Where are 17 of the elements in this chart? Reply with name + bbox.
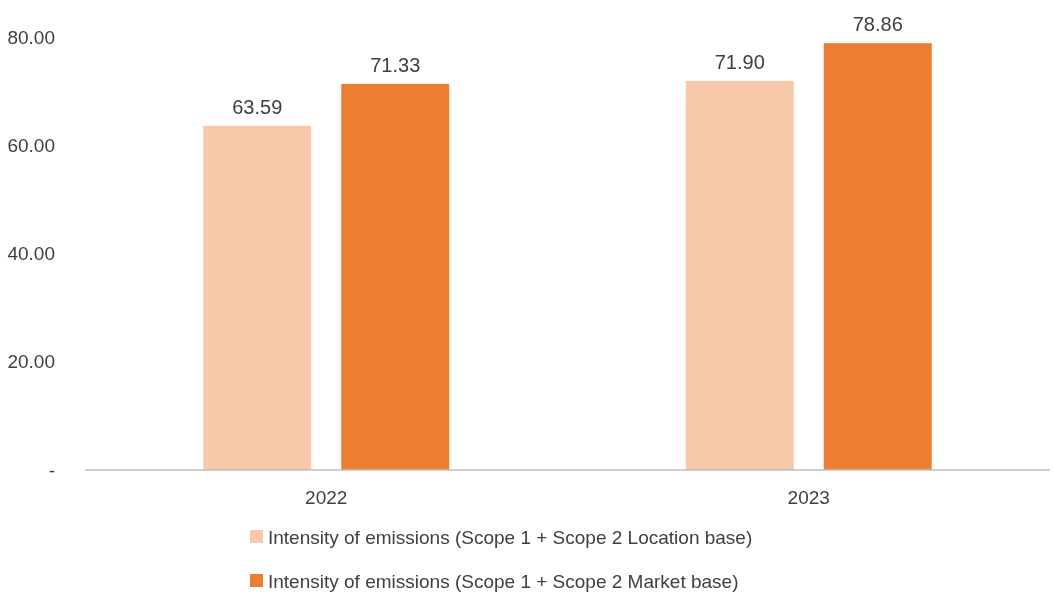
text: 63.59 xyxy=(232,95,283,118)
y-tick-label: 80.00 xyxy=(7,26,55,48)
x-tick-label: 2023 xyxy=(787,487,830,508)
text: 71.90 xyxy=(714,50,765,73)
y-tick-label: 20.00 xyxy=(7,351,55,373)
bar xyxy=(685,80,794,470)
legend-label: Intensity of emissions (Scope 1 + Scope 2 Market base) xyxy=(268,570,739,592)
x-tick-label: 2022 xyxy=(305,487,348,508)
y-tick-label: 60.00 xyxy=(7,134,55,156)
bar xyxy=(823,43,932,470)
text: 78.86 xyxy=(852,13,903,36)
bar xyxy=(203,125,312,470)
y-tick-label: 40.00 xyxy=(7,243,55,265)
text: 71.33 xyxy=(370,53,421,76)
y-tick-label: - xyxy=(48,459,55,481)
bar xyxy=(341,83,450,470)
legend-label: Intensity of emissions (Scope 1 + Scope 2 Location base) xyxy=(268,526,753,548)
